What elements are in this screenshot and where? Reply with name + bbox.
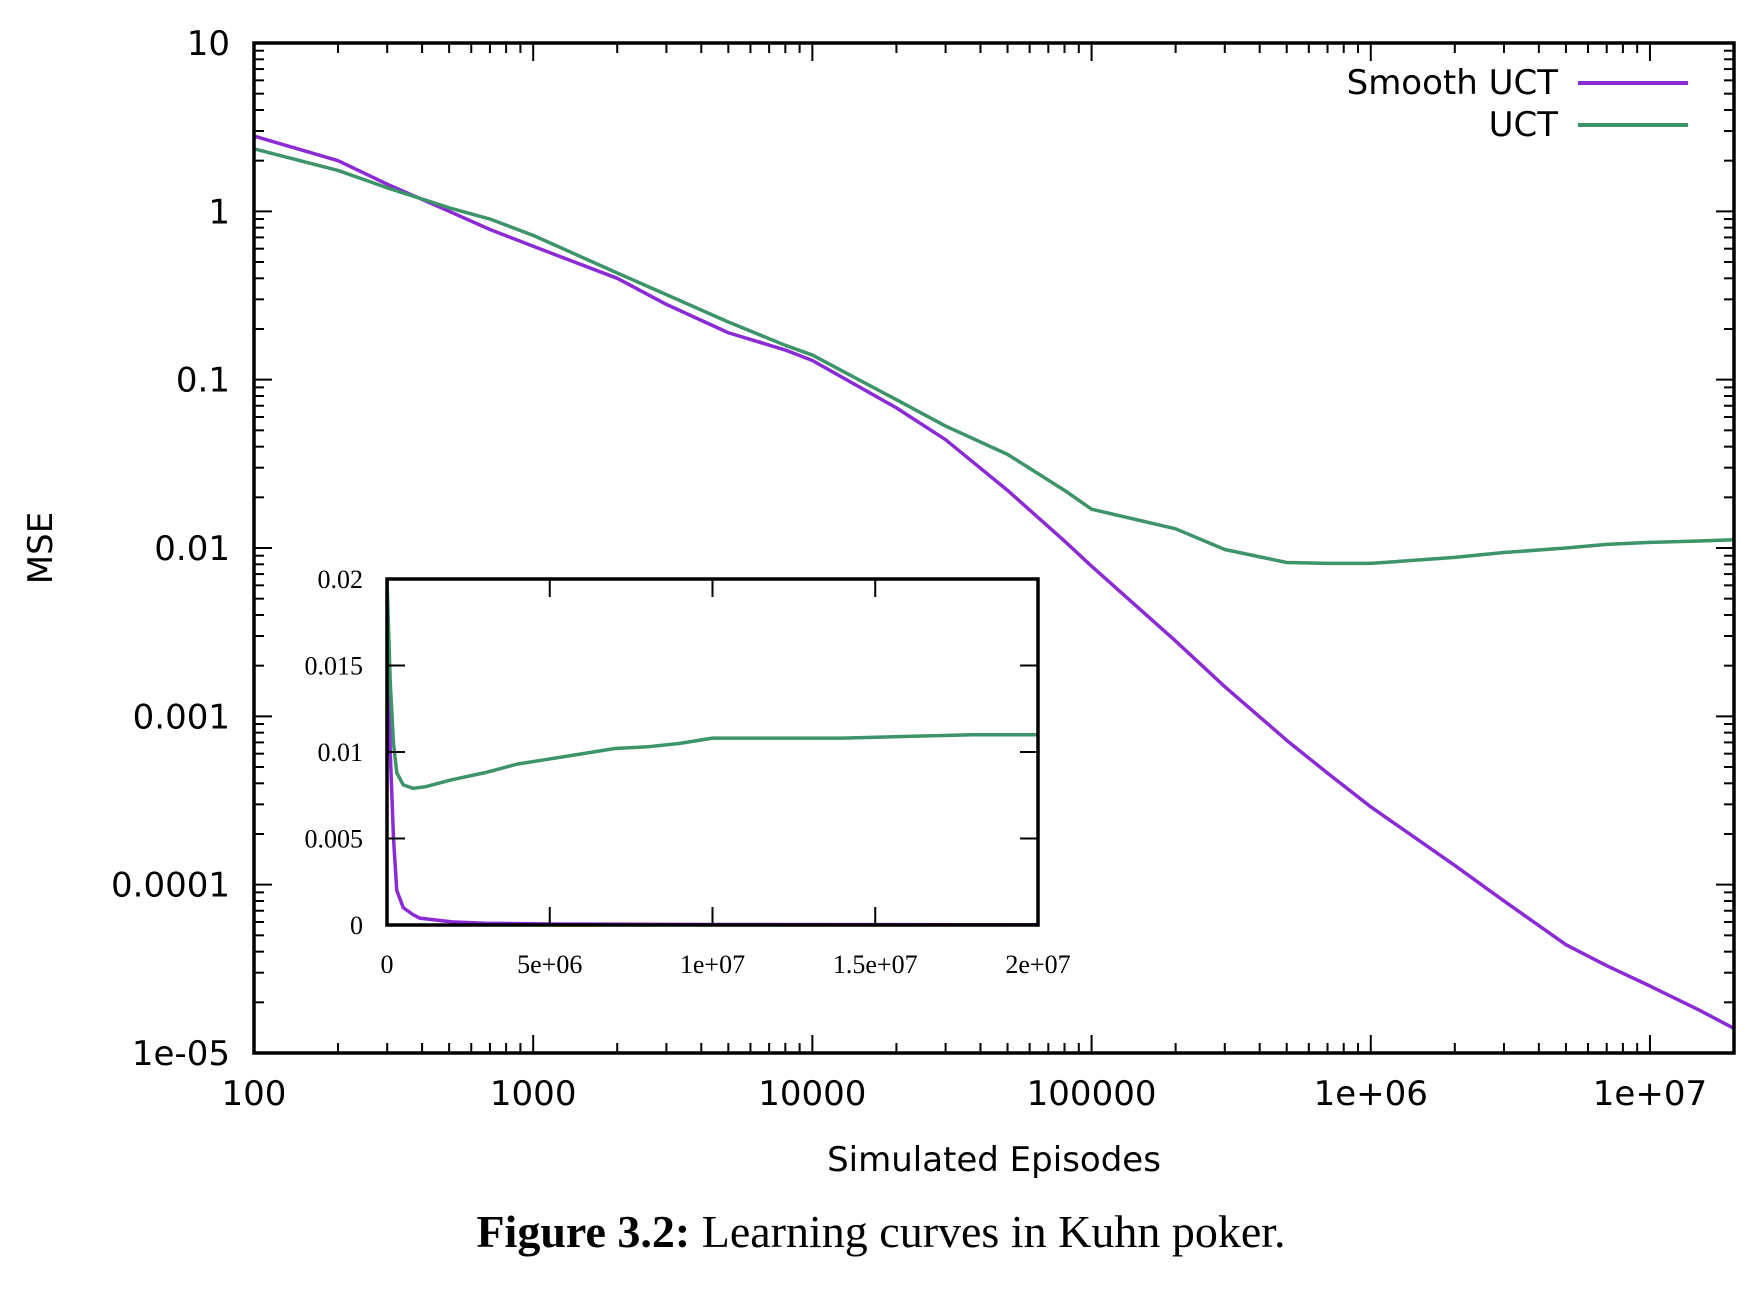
- inset-background: [387, 579, 1038, 925]
- main-x-tick-label: 100: [222, 1074, 287, 1114]
- figure-caption-text: Learning curves in Kuhn poker.: [701, 1206, 1286, 1257]
- inset-x-tick-label: 0: [381, 950, 394, 979]
- inset-y-tick-label: 0.005: [305, 825, 364, 854]
- main-y-tick-label: 0.01: [154, 529, 230, 569]
- main-y-axis-title: MSE: [21, 512, 61, 584]
- figure-caption: Figure 3.2: Learning curves in Kuhn poke…: [0, 1205, 1762, 1258]
- main-series-uct: [254, 147, 1734, 566]
- main-y-tick-label: 1e-05: [132, 1034, 230, 1074]
- inset-x-tick-label: 1e+07: [680, 950, 745, 979]
- inset-y-tick-label: 0.01: [318, 738, 364, 767]
- main-series-smooth-uct: [254, 134, 1734, 1030]
- main-x-tick-label: 100000: [1027, 1074, 1157, 1114]
- main-x-tick-label: 10000: [758, 1074, 866, 1114]
- main-x-tick-label: 1000: [490, 1074, 577, 1114]
- inset-y-tick-label: 0.02: [318, 565, 364, 594]
- inset-x-tick-label: 2e+07: [1005, 950, 1070, 979]
- main-plot: 100 1000 10000 100000 1e+06 1e+07 10 1 0.1 0.01 0.…: [21, 24, 1736, 1180]
- main-x-axis-title: Simulated Episodes: [827, 1140, 1161, 1180]
- main-y-tick-label: 0.1: [176, 361, 230, 401]
- main-y-tick-label: 10: [187, 24, 230, 64]
- main-y-tick-label: 0.0001: [111, 866, 230, 906]
- figure-caption-label: Figure 3.2:: [476, 1206, 691, 1257]
- inset-series-uct: [387, 579, 1038, 791]
- main-x-tick-label: 1e+06: [1314, 1074, 1428, 1114]
- inset-y-tick-label: 0: [350, 911, 363, 940]
- legend-label-smooth-uct: Smooth UCT: [1347, 63, 1559, 103]
- legend-label-uct: UCT: [1489, 105, 1559, 145]
- main-x-tick-label: 1e+07: [1593, 1074, 1707, 1114]
- inset-x-tick-label: 1.5e+07: [833, 950, 918, 979]
- main-y-tick-label: 0.001: [133, 697, 230, 737]
- main-y-tick-label: 1: [208, 192, 230, 232]
- inset-y-tick-label: 0.015: [305, 652, 364, 681]
- inset-plot: 0 5e+06 1e+07 1.5e+07 2e+07 0 0.005 0.01 0.015 0.…: [305, 565, 1071, 979]
- inset-x-tick-label: 5e+06: [517, 950, 582, 979]
